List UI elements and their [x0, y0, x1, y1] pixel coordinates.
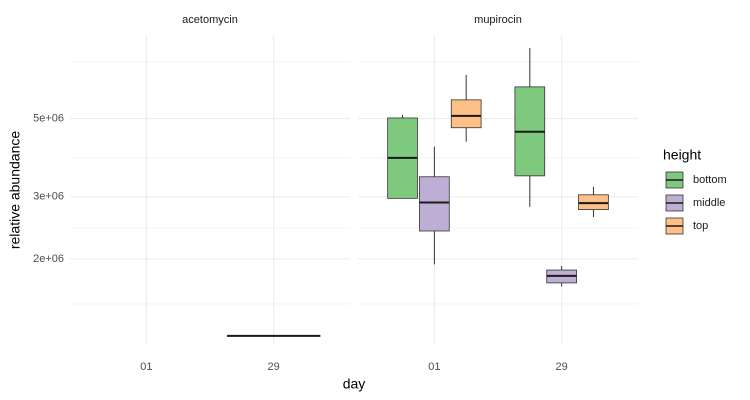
- box: [419, 176, 450, 232]
- x-tick-label: 01: [428, 361, 440, 373]
- x-tick-label: 29: [556, 361, 568, 373]
- box: [450, 99, 482, 129]
- x-axis-title: day: [343, 376, 366, 392]
- facet-title: acetomycin: [182, 14, 238, 26]
- y-tick-label: 5e+06: [33, 112, 64, 124]
- y-axis-title: relative abundance: [7, 131, 23, 250]
- x-tick-label: 29: [268, 361, 280, 373]
- legend-label: top: [693, 220, 708, 232]
- x-tick-label: 01: [140, 361, 152, 373]
- legend-title: height: [663, 147, 701, 163]
- facet-title: mupirocin: [474, 14, 522, 26]
- y-tick-label: 3e+06: [33, 191, 64, 203]
- y-tick-label: 2e+06: [33, 253, 64, 265]
- legend-label: bottom: [693, 174, 727, 186]
- legend-label: middle: [693, 197, 725, 209]
